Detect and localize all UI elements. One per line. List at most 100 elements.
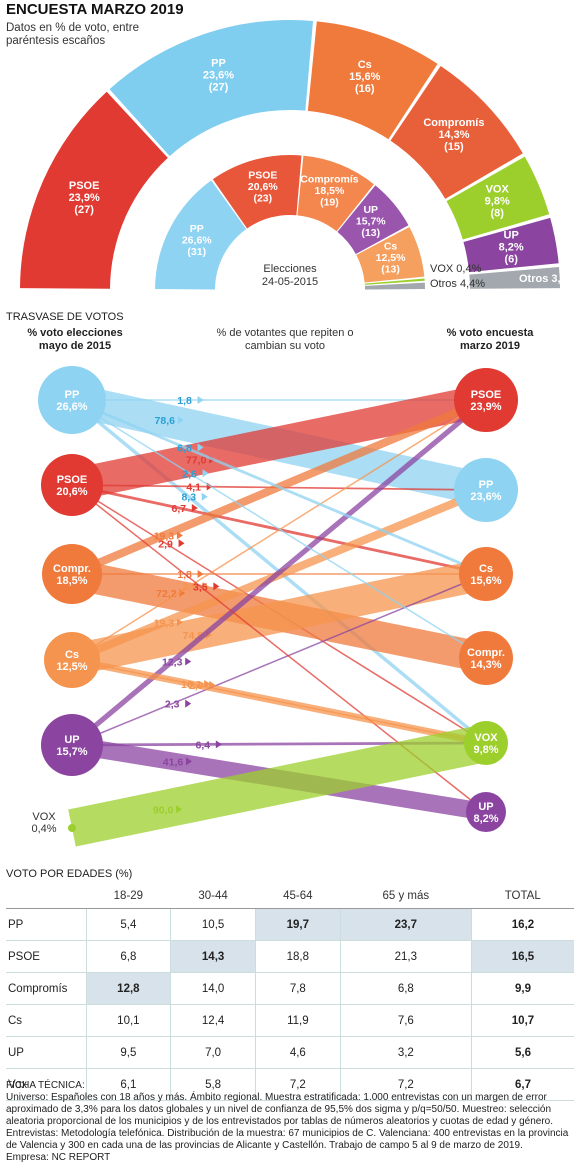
flow-arrow [197, 443, 204, 452]
table-cell: 6,8 [339, 972, 472, 1005]
table-cell: 7,2 [339, 1068, 472, 1101]
source-node-cs [44, 632, 100, 688]
age-table-title: VOTO POR EDADES (%) [6, 868, 133, 880]
seat-label: Cs 15,6% (16) [349, 59, 380, 95]
source-node-up [41, 714, 103, 776]
source-node-label: PP 26,6% [56, 389, 87, 413]
row-label: UP [6, 1036, 86, 1069]
seat-label: Compromís 18,5% (19) [300, 174, 359, 209]
row-label: PSOE [6, 940, 86, 973]
ficha-line: Universo: Españoles con 18 años y más. Á… [6, 1092, 569, 1151]
flow-band [68, 724, 490, 847]
table-cell: 10,1 [85, 1004, 171, 1037]
seat-segment-compromís [390, 65, 523, 199]
seat-label: PSOE 20,6% (23) [248, 170, 278, 205]
target-node-psoe [454, 368, 518, 432]
target-node-compr [459, 631, 513, 685]
flow-value-label: 41,6 [163, 756, 184, 768]
target-node-pp [454, 458, 518, 522]
flow-band [68, 384, 490, 501]
vote-flow-chart: 1,878,68,377,04,16,72,919,372,21,82,619,… [31, 366, 518, 847]
table-cell: 3,2 [339, 1036, 472, 1069]
age-table: 18-29 30-44 45-64 65 y más TOTAL PP 5,4 10,5 19… [6, 884, 574, 1101]
middle-header: % de votantes que repiten o cambian su v… [216, 327, 354, 352]
target-node-label: PP 23,6% [470, 479, 501, 503]
ficha-line: FICHA TÉCNICA: [6, 1080, 85, 1091]
flow-band [70, 398, 488, 747]
flow-value-label: 1,8 [177, 395, 192, 407]
table-cell: 7,0 [170, 1036, 256, 1069]
target-node-label: VOX 9,8% [473, 732, 498, 756]
table-cell: 10,7 [470, 1004, 574, 1037]
flow-arrow [176, 805, 183, 814]
table-cell: 19,7 [254, 908, 341, 941]
table-row: UP 9,5 7,0 4,6 3,2 5,6 [6, 1036, 574, 1069]
flow-band [71, 398, 487, 576]
seat-segment-vox [446, 156, 550, 240]
target-node-up [466, 792, 506, 832]
table-cell: 10,5 [170, 908, 256, 941]
table-cell: 7,2 [254, 1068, 341, 1101]
flow-section-title: TRASVASE DE VOTOS [6, 311, 124, 323]
seat-label: VOX 9,8% (8) [485, 183, 510, 219]
source-node-label: Compr. 18,5% [53, 563, 91, 587]
flow-arrow [204, 679, 211, 688]
flow-arrow [177, 416, 184, 425]
flow-value-label: 2,9 [158, 538, 173, 550]
table-row: PP 5,4 10,5 19,7 23,7 16,2 [6, 908, 574, 941]
seat-segment-psoe [20, 91, 168, 289]
table-cell: 7,8 [254, 972, 341, 1005]
otros-2015-label: Otros 4,4% [430, 278, 485, 290]
seat-segment-cs [356, 226, 425, 283]
source-node-compr [42, 544, 102, 604]
table-row: Compromís 12,8 14,0 7,8 6,8 9,9 [6, 972, 574, 1005]
source-node-label: VOX 0,4% [31, 811, 56, 835]
flow-value-label: 90,0 [153, 804, 174, 816]
source-node-psoe [41, 454, 103, 516]
row-label: PP [6, 908, 86, 941]
subtitle: Datos en % de voto, entre paréntesis esc… [6, 22, 139, 47]
flow-arrow [197, 570, 204, 578]
table-cell: 16,5 [470, 940, 574, 973]
flow-value-label: 6,7 [172, 503, 187, 515]
flow-band [68, 558, 490, 676]
flow-band [71, 399, 487, 659]
seat-label: PP 26,6% (31) [182, 223, 212, 258]
age-table-header: 30-44 [170, 884, 256, 909]
seat-segment-compromís [297, 155, 374, 232]
age-table-header: 18-29 [86, 884, 171, 909]
age-table-header: 45-64 [255, 884, 341, 909]
age-table-header: 65 y más [340, 884, 472, 909]
table-cell: 4,6 [254, 1036, 341, 1069]
table-cell: 12,4 [170, 1004, 256, 1037]
seat-segment-pp [155, 180, 247, 290]
seat-segment-otros [469, 266, 560, 289]
seat-label: PSOE 23,9% (27) [69, 180, 100, 216]
flow-value-label: 6,8 [177, 442, 192, 454]
flow-band [71, 399, 487, 661]
flow-arrow [215, 740, 222, 749]
flow-value-label: 72,2 [156, 588, 177, 600]
target-node-cs [459, 547, 513, 601]
flow-arrow [178, 539, 185, 548]
row-label: Cs [6, 1004, 86, 1037]
table-row: PSOE 6,8 14,3 18,8 21,3 16,5 [6, 940, 574, 973]
table-cell: 5,8 [170, 1068, 256, 1101]
source-node-pp [38, 366, 106, 434]
table-cell: 5,6 [470, 1036, 574, 1069]
flow-arrow [191, 503, 198, 512]
source-node-label: UP 15,7% [56, 734, 87, 758]
flow-band [71, 656, 487, 747]
inner-center-label: Elecciones 24-05-2015 [262, 263, 318, 288]
row-label: Vox [6, 1068, 86, 1101]
flow-value-label: 2,6 [182, 581, 197, 593]
target-node-vox [464, 721, 508, 765]
seat-segment-up [463, 217, 559, 273]
table-cell: 5,4 [85, 908, 171, 941]
row-label: Compromís [6, 972, 86, 1005]
flow-value-label: 8,3 [181, 492, 196, 504]
flow-value-label: 78,6 [155, 415, 176, 427]
source-node-label: Cs 12,5% [56, 649, 87, 673]
table-cell: 6,8 [85, 940, 171, 973]
table-cell: 11,9 [254, 1004, 341, 1037]
